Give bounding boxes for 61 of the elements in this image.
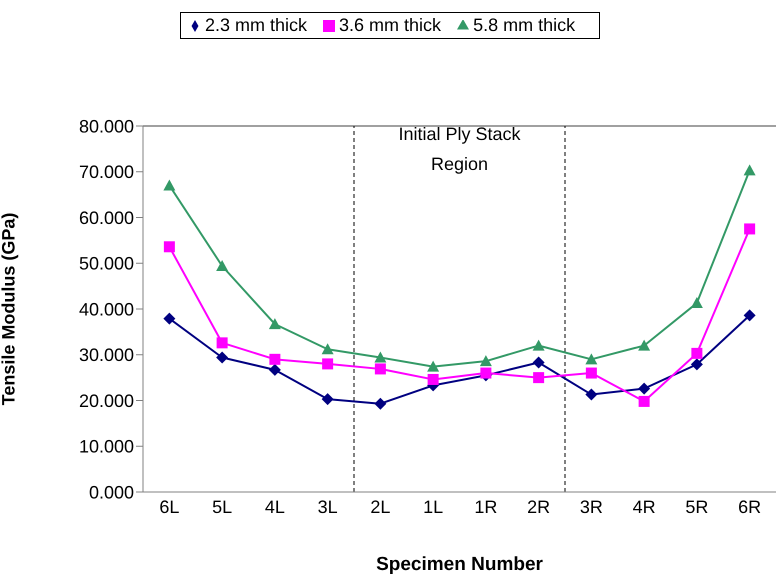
legend-label: 2.3 mm thick xyxy=(205,15,308,35)
point xyxy=(268,364,281,376)
point xyxy=(268,318,281,330)
point xyxy=(585,353,598,364)
point xyxy=(216,260,228,271)
x-tick-label: 1R xyxy=(474,496,498,517)
point xyxy=(690,358,703,370)
point xyxy=(480,368,492,379)
y-tick-label: 70.000 xyxy=(78,162,134,182)
point xyxy=(163,312,176,325)
x-tick-label: 4L xyxy=(264,496,285,517)
point xyxy=(216,351,228,364)
x-tick-label: 2R xyxy=(527,496,550,517)
y-tick-label: 50.000 xyxy=(78,254,134,274)
x-axis-title: Specimen Number xyxy=(376,554,544,575)
point xyxy=(322,358,334,370)
point xyxy=(269,354,280,365)
x-tick-label: 3R xyxy=(580,496,603,517)
point xyxy=(374,363,386,374)
point xyxy=(744,164,756,176)
point xyxy=(586,368,597,379)
x-tick-label: 4R xyxy=(632,496,656,517)
point xyxy=(638,382,650,395)
point xyxy=(533,372,544,384)
x-tick-label: 1L xyxy=(423,496,444,517)
x-tick-label: 5L xyxy=(212,496,232,517)
y-tick-label: 10.000 xyxy=(78,436,134,457)
y-tick-label: 30.000 xyxy=(78,345,134,366)
point xyxy=(428,374,439,385)
point xyxy=(163,179,176,190)
point xyxy=(532,340,545,351)
x-tick-label: 2L xyxy=(370,496,390,517)
y-tick-label: 0.000 xyxy=(88,482,134,502)
point xyxy=(427,360,440,372)
x-tick-label: 3L xyxy=(318,496,338,517)
x-tick-label: 6L xyxy=(159,496,180,517)
point xyxy=(216,337,228,348)
y-tick-label: 40.000 xyxy=(78,299,134,320)
point xyxy=(744,309,756,322)
legend-label: 3.6 mm thick xyxy=(339,15,442,35)
point xyxy=(374,398,386,410)
point xyxy=(374,351,386,362)
point xyxy=(322,343,334,354)
point xyxy=(480,355,492,366)
point xyxy=(638,340,650,351)
point xyxy=(585,388,598,401)
y-axis-title: Tensile Modulus (GPa) xyxy=(0,212,18,406)
point xyxy=(164,241,175,252)
y-tick-label: 60.000 xyxy=(78,208,134,228)
x-tick-label: 5R xyxy=(685,496,708,517)
y-tick-label: 80.000 xyxy=(78,116,134,136)
legend-label: 5.8 mm thick xyxy=(473,15,576,35)
annotation: Initial Ply Stack Region xyxy=(398,124,522,174)
point xyxy=(638,396,650,407)
point xyxy=(322,393,334,406)
x-tick-label: 6R xyxy=(738,496,762,517)
point xyxy=(532,356,545,369)
point xyxy=(690,297,703,308)
point xyxy=(744,223,756,234)
y-tick-label: 20.000 xyxy=(78,390,134,411)
point xyxy=(691,348,702,359)
